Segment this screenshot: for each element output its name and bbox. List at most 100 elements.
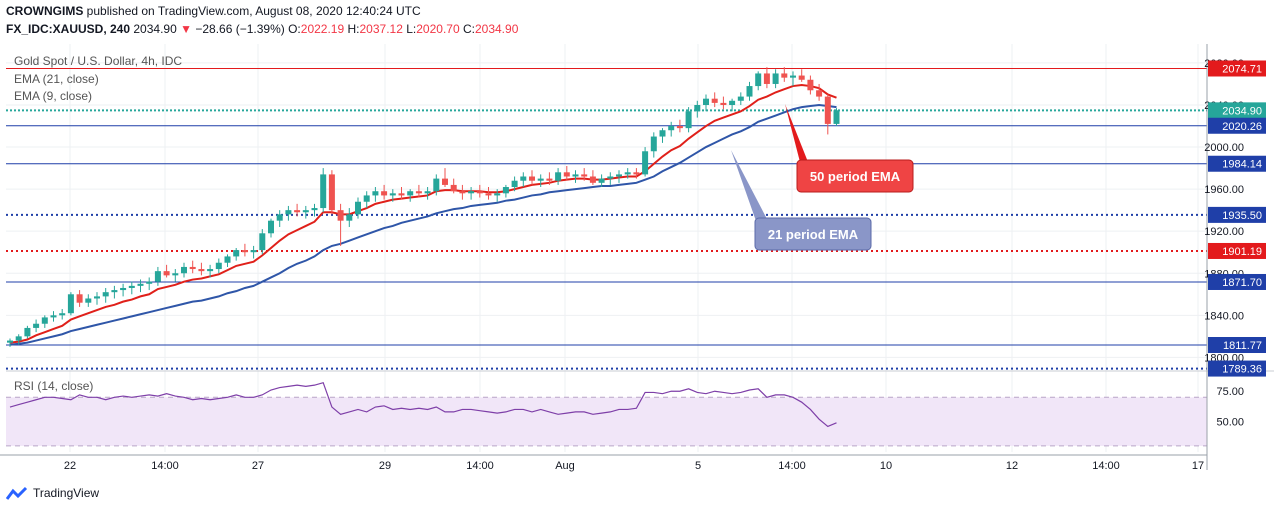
candle-body — [67, 294, 74, 314]
tradingview-logo-icon — [6, 486, 28, 500]
publish-line: CROWNGIMS published on TradingView.com, … — [6, 4, 421, 18]
candle-body — [41, 317, 48, 324]
candle-body — [572, 174, 579, 177]
time-tick-label: 14:00 — [1092, 460, 1120, 472]
candle-body — [7, 340, 13, 343]
candle-body — [276, 214, 283, 221]
level-badge — [1208, 155, 1266, 172]
tradingview-brand[interactable]: TradingView — [6, 486, 99, 500]
candle-body — [581, 174, 588, 177]
published-text: published on TradingView.com, August 08,… — [86, 4, 421, 18]
ema9-legend[interactable]: EMA (9, close) — [14, 89, 93, 103]
candle-body — [650, 136, 657, 152]
candle-body — [346, 214, 353, 221]
level-badge-label: 1811.77 — [1223, 340, 1262, 352]
candle-body — [285, 210, 292, 215]
candle-body — [763, 73, 770, 84]
time-tick-label: 10 — [880, 460, 892, 472]
candle-body — [398, 193, 405, 196]
candle-body — [433, 178, 440, 192]
candle-body — [833, 110, 840, 124]
level-badge-label: 2034.90 — [1222, 105, 1262, 117]
candle-body — [24, 327, 31, 337]
rsi-tick-label: 75.00 — [1216, 386, 1244, 398]
time-tick-label: 12 — [1006, 460, 1018, 472]
annotations: 50 period EMA 21 period EMA — [731, 104, 914, 251]
candle-body — [563, 172, 570, 177]
publisher-name[interactable]: CROWNGIMS — [6, 4, 84, 18]
candle-body — [494, 193, 501, 196]
candle-body — [442, 178, 448, 185]
candle-body — [407, 191, 414, 196]
candle-body — [424, 191, 431, 194]
level-badge-label: 1984.14 — [1222, 159, 1262, 171]
candle-body — [616, 174, 622, 177]
candle-body — [633, 172, 640, 175]
candle-body — [128, 285, 135, 288]
candle-body — [676, 126, 683, 129]
candle-body — [589, 176, 596, 183]
candle-body — [537, 178, 544, 181]
candle-body — [111, 290, 118, 293]
ema21-callout-box — [754, 217, 872, 251]
candle-body — [807, 79, 814, 91]
time-tick-label: 5 — [695, 460, 701, 472]
level-badge — [1208, 360, 1266, 377]
axis-labels: 2080.002040.002000.001960.001920.001880.… — [64, 58, 1266, 472]
rsi-legend[interactable]: RSI (14, close) — [14, 379, 94, 393]
ema-slow-line — [9, 103, 837, 346]
ema-fast-line — [9, 84, 837, 344]
open-value: 2022.19 — [300, 22, 345, 36]
candle-body — [485, 193, 492, 196]
level-badge — [1208, 273, 1266, 290]
candle-body — [33, 323, 40, 328]
time-tick-label: 29 — [379, 460, 391, 472]
candle-body — [15, 336, 22, 341]
time-tick-label: Aug — [555, 460, 575, 472]
candle-body — [363, 195, 370, 202]
close-label: C: — [462, 22, 475, 36]
candle-body — [607, 176, 614, 179]
candle-body — [120, 287, 127, 291]
candle-body — [172, 273, 179, 276]
candle-body — [311, 208, 318, 211]
level-badge-label: 2074.71 — [1222, 63, 1262, 75]
candle-body — [50, 315, 57, 318]
high-value: 2037.12 — [359, 22, 403, 36]
symbol: FX_IDC:XAUUSD, 240 — [6, 22, 131, 36]
candle-body — [468, 191, 475, 194]
candle-body — [76, 294, 83, 303]
quote-line: FX_IDC:XAUUSD, 240 2034.90 ▼ −28.66 (−1.… — [6, 22, 518, 36]
close-value: 2034.90 — [474, 22, 519, 36]
candle-body — [520, 176, 527, 181]
candle-body — [694, 104, 701, 112]
axes — [0, 44, 1208, 470]
candle-body — [102, 292, 109, 297]
level-badge — [1208, 102, 1266, 119]
candle-body — [502, 187, 509, 194]
ema21-callout-label: 21 period EMA — [768, 227, 859, 242]
low-label: L: — [406, 22, 417, 36]
level-badge — [1208, 206, 1266, 223]
ema21-pointer — [731, 150, 768, 221]
open-label: O: — [288, 22, 301, 36]
candle-body — [598, 178, 605, 183]
time-tick-label: 22 — [64, 460, 76, 472]
candle-body — [781, 73, 788, 78]
candle-body — [685, 111, 692, 129]
candle-body — [668, 126, 675, 131]
candle-body — [389, 193, 396, 196]
candle-body — [241, 250, 248, 253]
candle-body — [415, 191, 422, 194]
ema-lines — [9, 84, 837, 346]
level-badge-label: 1901.19 — [1222, 246, 1262, 258]
candle-body — [798, 75, 805, 80]
candle-body — [198, 269, 205, 272]
candle-body — [233, 250, 240, 257]
high-label: H: — [347, 22, 360, 36]
candle-body — [85, 298, 92, 303]
ema21-legend[interactable]: EMA (21, close) — [14, 72, 99, 86]
candle-body — [154, 271, 161, 282]
candle-body — [381, 191, 388, 196]
